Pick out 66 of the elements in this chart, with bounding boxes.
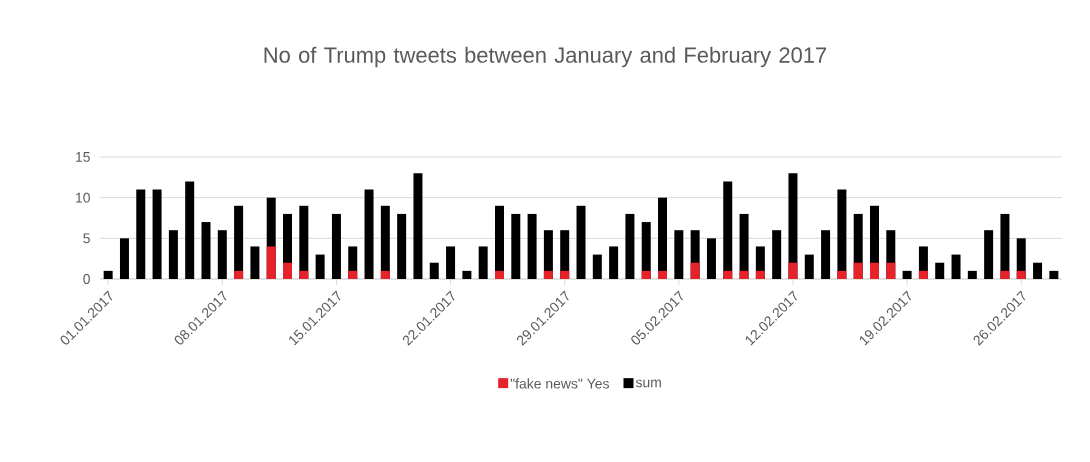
bar [837,270,847,279]
bar [788,262,798,279]
y-tick-label: 10 [76,192,90,203]
y-tick-label: 0 [83,274,90,284]
bar [266,246,276,279]
bar [103,270,113,279]
bar [755,270,765,279]
bar [1016,270,1026,279]
bar [250,246,260,279]
y-tick-label: 15 [76,152,90,162]
bar [152,189,162,279]
bar [348,270,358,279]
bar [918,270,928,279]
bar [380,270,390,279]
bar [446,246,456,279]
bar [951,254,961,279]
bar [511,213,521,279]
bar [397,213,407,279]
bar [723,270,733,279]
bar [413,173,423,279]
bar [331,213,341,279]
bar [234,270,244,279]
legend-label: "fake news" Yes [510,378,609,389]
bar [494,270,504,279]
bar [429,262,439,279]
bar [886,262,896,279]
bar [739,270,749,279]
bar [772,230,782,279]
bar [560,270,570,279]
bar [299,270,309,279]
bar [185,181,195,279]
bar [1049,270,1059,279]
bar [283,262,293,279]
bar [609,246,619,279]
bar [984,230,994,279]
bar [315,254,325,279]
bar [967,270,977,279]
bar [527,213,537,279]
bar [658,270,668,279]
bar [853,262,863,279]
bar [364,189,374,279]
bar [217,230,227,279]
chart-title: No of Trump tweets between January and February 2017 [264,46,827,68]
bar [592,254,602,279]
bar [821,230,831,279]
bar [641,270,651,279]
bar [674,230,684,279]
bar [804,254,814,279]
bar [462,270,472,279]
bar [478,246,488,279]
legend-label: sum [635,379,661,388]
bar [1033,262,1043,279]
bar [870,262,879,279]
bar [935,262,945,279]
bar [543,270,553,279]
bar [902,270,912,279]
y-tick-label: 5 [83,233,90,244]
bar [625,213,635,279]
bar [706,238,716,279]
bar [168,230,178,279]
bar [119,238,129,279]
bar [690,262,700,279]
bar [1000,270,1010,279]
bar [136,189,146,279]
bar [576,205,586,279]
bar [201,222,211,279]
